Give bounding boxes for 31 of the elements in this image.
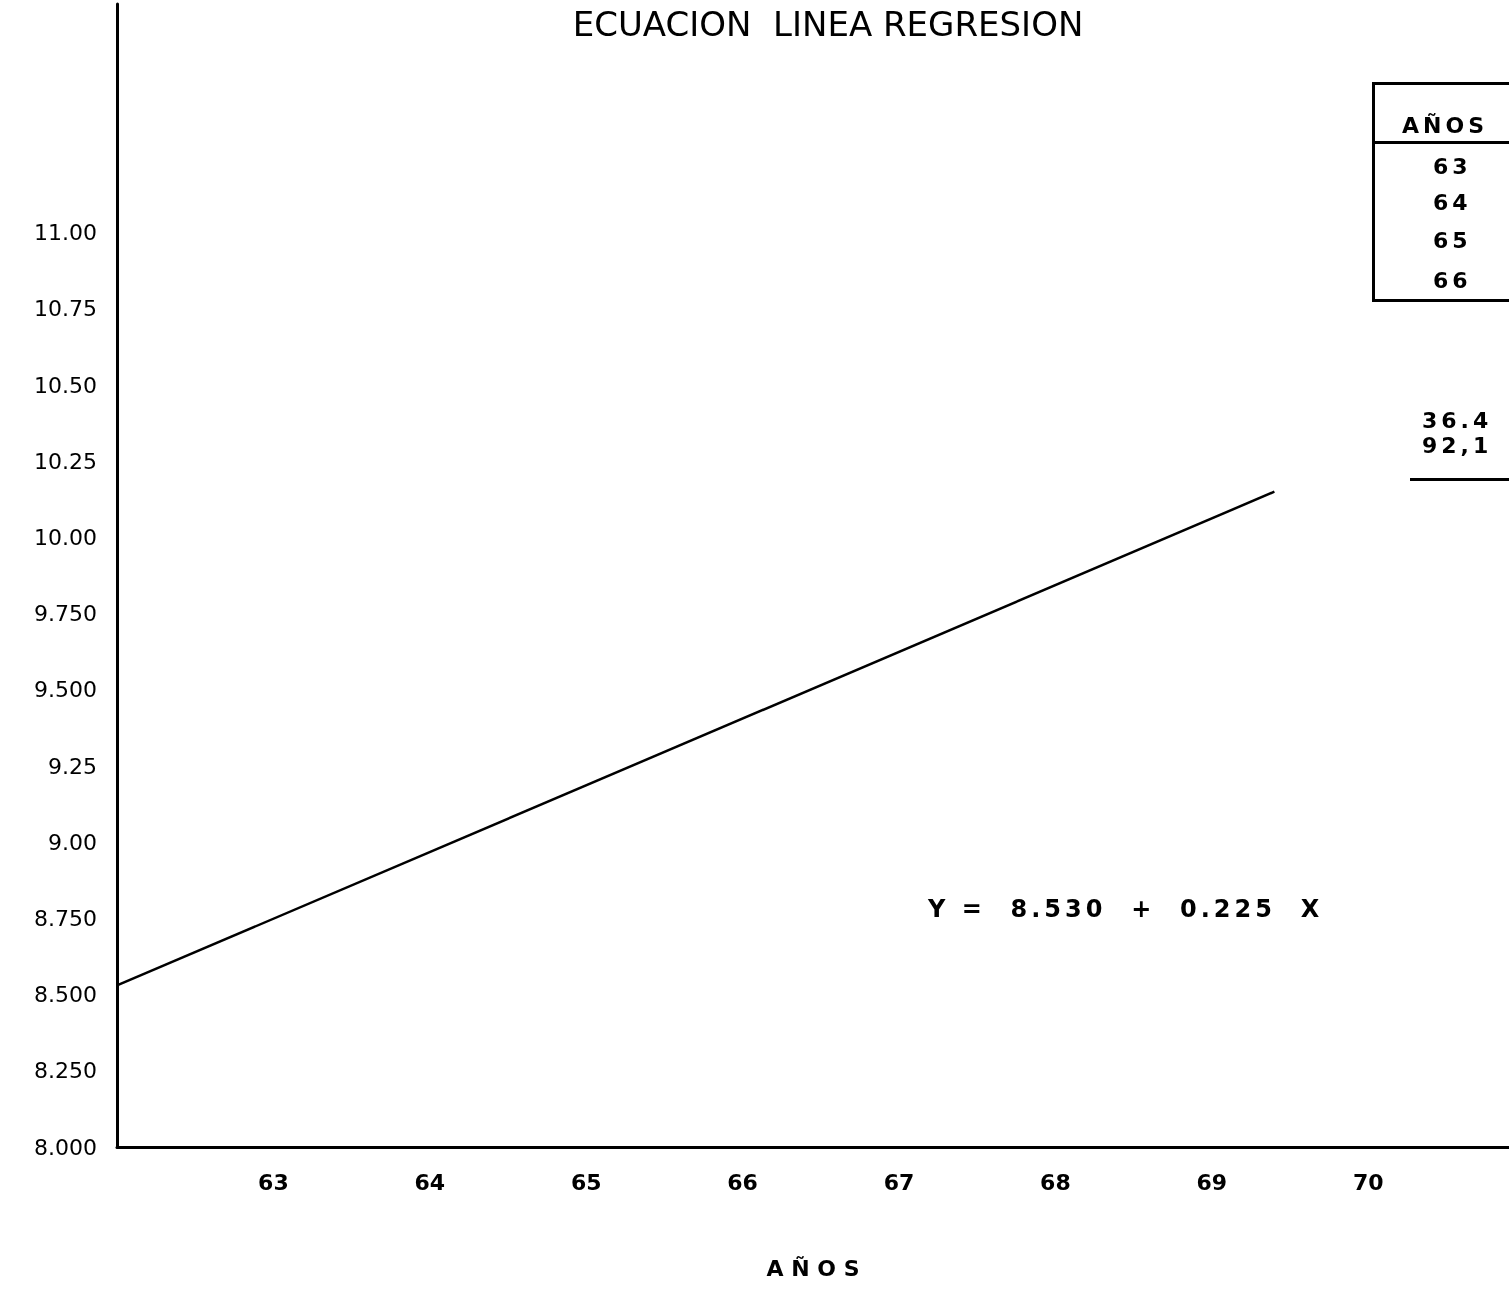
x-tick-label: 69 (1196, 1169, 1228, 1195)
x-tick-label: 66 (727, 1169, 758, 1195)
x-tick-label: 63 (258, 1169, 289, 1195)
annotation: 63 (1433, 154, 1472, 179)
annotation: 36.4 (1422, 408, 1493, 433)
y-tick-label: 10.50 (34, 372, 97, 398)
annotation: 64 (1433, 190, 1472, 215)
y-tick-label: 9.25 (48, 753, 97, 779)
y-tick-label: 9.500 (34, 677, 97, 703)
annotation: 66 (1433, 268, 1472, 293)
annotation: 65 (1433, 228, 1472, 253)
annotation: AÑOS (1402, 113, 1488, 138)
y-tick-label: 10.25 (34, 448, 97, 474)
x-tick-label: 70 (1352, 1169, 1384, 1195)
y-tick-label: 8.250 (34, 1058, 97, 1084)
y-tick-label: 9.750 (34, 601, 97, 627)
x-tick-label: 64 (414, 1169, 446, 1195)
x-axis-title: A Ñ O S (766, 1255, 860, 1281)
x-tick-label: 65 (570, 1169, 602, 1195)
y-tick-label: 11.00 (34, 220, 97, 246)
y-tick-label: 8.500 (34, 982, 97, 1008)
annotation: 92,1 (1422, 433, 1493, 458)
annotation: Y = 8.530 + 0.225 X (928, 895, 1324, 923)
chart-title: ECUACION LINEA REGRESION (572, 4, 1084, 44)
y-tick-label: 10.00 (34, 524, 97, 550)
x-tick-label: 68 (1040, 1169, 1071, 1195)
y-tick-label: 8.000 (34, 1134, 97, 1160)
x-tick-label: 67 (883, 1169, 915, 1195)
y-tick-label: 8.750 (34, 905, 97, 931)
y-tick-label: 9.00 (48, 829, 97, 855)
y-tick-label: 10.75 (34, 296, 97, 322)
